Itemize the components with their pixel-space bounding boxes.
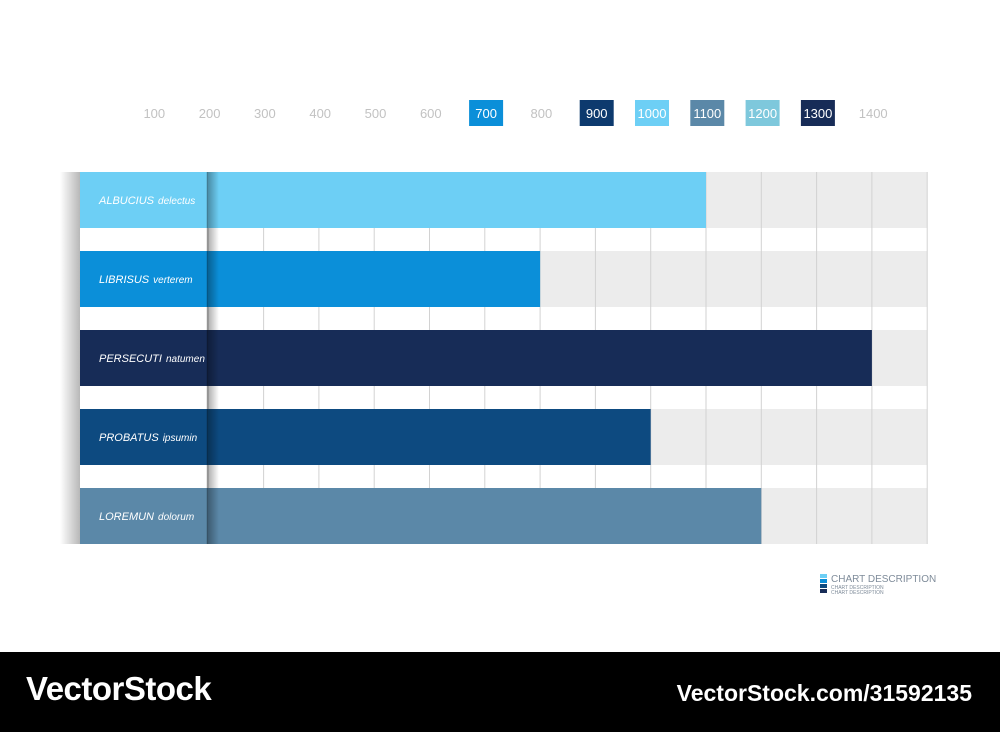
legend-swatch [820,584,827,588]
tick-highlight [745,100,780,126]
legend-swatch [820,574,827,578]
bar-chart-svg: ALBUCIUS delectus LIBRISUS verterem PERSECUT… [60,100,936,596]
left-edge-shadow [60,172,80,544]
bar-chart: ALBUCIUS delectus LIBRISUS verterem PERSECUT… [60,100,936,596]
bar-label: PERSECUTI natumen [99,353,205,365]
tick-label: 200 [199,106,221,121]
tick-label: 1400 [859,106,888,121]
inner-shadow [207,172,219,544]
bar-label-sub: ipsumin [163,433,198,444]
bar-label-name: ALBUCIUS [98,195,155,207]
legend-title: CHART DESCRIPTION [831,574,936,585]
tick-label: 500 [365,106,387,121]
bar [80,409,651,465]
tick-label: 900 [586,106,608,121]
bar-label-sub: natumen [166,354,205,365]
tick-label: 300 [254,106,276,121]
tick-highlight [800,100,835,126]
tick-label: 700 [475,106,497,121]
bar-label: LOREMUN dolorum [99,511,194,523]
tick-label: 1100 [693,106,721,121]
tick-highlight [635,100,669,126]
bar-label-sub: verterem [153,275,192,286]
watermark-footer: VectorStock VectorStock.com/31592135 [0,652,1000,732]
bar [80,251,541,307]
tick-label: 1000 [638,106,667,121]
tick-highlight [469,100,504,126]
tick-highlight [690,100,725,126]
tick-label: 1300 [803,106,832,121]
watermark-logo: VectorStock [26,670,212,707]
bar-label: LIBRISUS verterem [99,274,193,286]
watermark-url: VectorStock.com/31592135 [676,680,972,706]
legend-swatch [820,589,827,593]
legend-swatch [820,579,827,583]
bar-label: PROBATUS ipsumin [99,432,198,444]
tick-highlight [579,100,614,126]
bar-label-name: PERSECUTI [99,353,162,365]
bar-label-sub: dolorum [158,512,194,523]
bar-label-sub: delectus [158,196,195,207]
bar [80,488,762,544]
tick-label: 600 [420,106,442,121]
tick-label: 400 [309,106,331,121]
bar-label-name: LOREMUN [99,511,154,523]
bar [80,172,706,228]
bar-label-name: PROBATUS [99,432,159,444]
tick-label: 100 [143,106,165,121]
legend-subtitle: CHART DESCRIPTION [831,590,884,596]
legend-subtitle: CHART DESCRIPTION [831,585,884,591]
tick-label: 1200 [748,106,777,121]
bar-label-name: LIBRISUS [99,274,150,286]
bar-label: ALBUCIUS delectus [98,195,195,207]
tick-label: 800 [531,106,553,121]
